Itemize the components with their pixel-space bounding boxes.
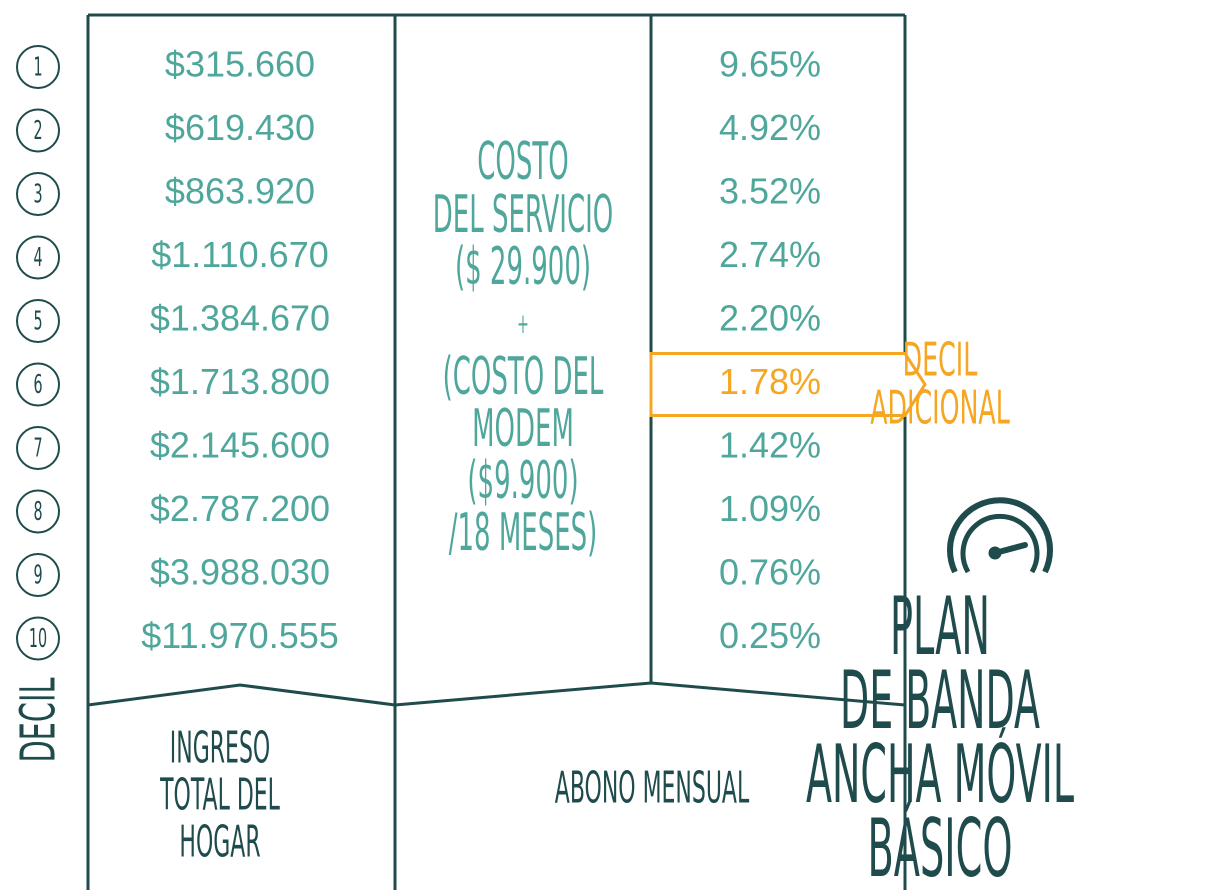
porcentaje-value: 9.65%: [719, 44, 821, 85]
middle-text: MODEM: [472, 398, 574, 459]
porcentaje-value: 1.09%: [719, 488, 821, 529]
gauge-icon: [947, 497, 1053, 574]
ingreso-value: $11.970.555: [141, 615, 339, 656]
highlight-label: DECIL: [903, 333, 978, 386]
highlight-box: [649, 352, 927, 417]
title-line: ANCHA MÓVIL: [806, 727, 1074, 821]
middle-text: +: [517, 308, 529, 341]
ingreso-value: $3.988.030: [150, 552, 330, 593]
decil-number: 2: [33, 115, 42, 145]
decil-circle: [16, 108, 60, 153]
porcentaje-value: 1.42%: [719, 425, 821, 466]
middle-text: /18 MESES): [449, 502, 597, 563]
ingreso-value: $2.145.600: [150, 425, 330, 466]
middle-text: DEL SERVICIO: [433, 184, 613, 245]
header-ingreso: TOTAL DEL: [159, 770, 280, 821]
ingreso-value: $1.110.670: [151, 234, 329, 275]
porcentaje-value: 4.92%: [719, 107, 821, 148]
ingreso-value: $1.384.670: [150, 298, 330, 339]
header-ingreso: HOGAR: [179, 817, 260, 868]
porcentaje-value: 1.78%: [719, 361, 821, 402]
ingreso-value: $863.920: [165, 171, 315, 212]
decil-circle: [16, 235, 60, 280]
middle-text: (COSTO DEL: [443, 346, 604, 407]
ingreso-value: $1.713.800: [150, 361, 330, 402]
title-line: BÁSICO: [868, 801, 1013, 890]
decil-circle: [16, 426, 60, 470]
table-frame: [86, 13, 907, 890]
header-ingreso: INGRESO: [170, 723, 270, 774]
decil-circle: [16, 553, 60, 597]
decil-number: 9: [33, 560, 42, 590]
decil-circle: [16, 172, 60, 216]
decil-number: 10: [29, 623, 47, 653]
ingreso-value: $315.660: [165, 44, 315, 85]
decil-number: 7: [33, 433, 42, 463]
ingreso-value: $619.430: [165, 107, 315, 148]
decil-circle: [16, 489, 60, 534]
decil-number: 1: [33, 52, 42, 82]
decil-number: 8: [33, 496, 42, 526]
porcentaje-value: 2.74%: [719, 234, 821, 275]
decil-number: 4: [33, 242, 42, 272]
porcentaje-value: 0.25%: [719, 615, 821, 656]
decil-number: 6: [33, 369, 42, 399]
decil-number: 3: [33, 179, 42, 209]
middle-text: ($9.900): [467, 450, 578, 511]
middle-text: COSTO: [477, 131, 568, 192]
decil-number: 5: [33, 306, 42, 336]
ingreso-value: $2.787.200: [150, 488, 330, 529]
porcentaje-value: 2.20%: [719, 298, 821, 339]
decil-circle: [16, 616, 60, 661]
decil-circle: [16, 45, 60, 89]
porcentaje-value: 3.52%: [719, 171, 821, 212]
decil-circle: [16, 362, 60, 407]
decil-circle: [16, 299, 60, 343]
middle-text: ($ 29.900): [455, 236, 591, 297]
porcentaje-value: 0.76%: [719, 552, 821, 593]
header-abono: ABONO MENSUAL: [555, 763, 750, 814]
decil-label: DECIL: [11, 677, 67, 762]
title-line: DE BANDA: [840, 654, 1040, 747]
highlight-label: ADICIONAL: [870, 381, 1010, 434]
title-line: PLAN: [890, 580, 990, 673]
